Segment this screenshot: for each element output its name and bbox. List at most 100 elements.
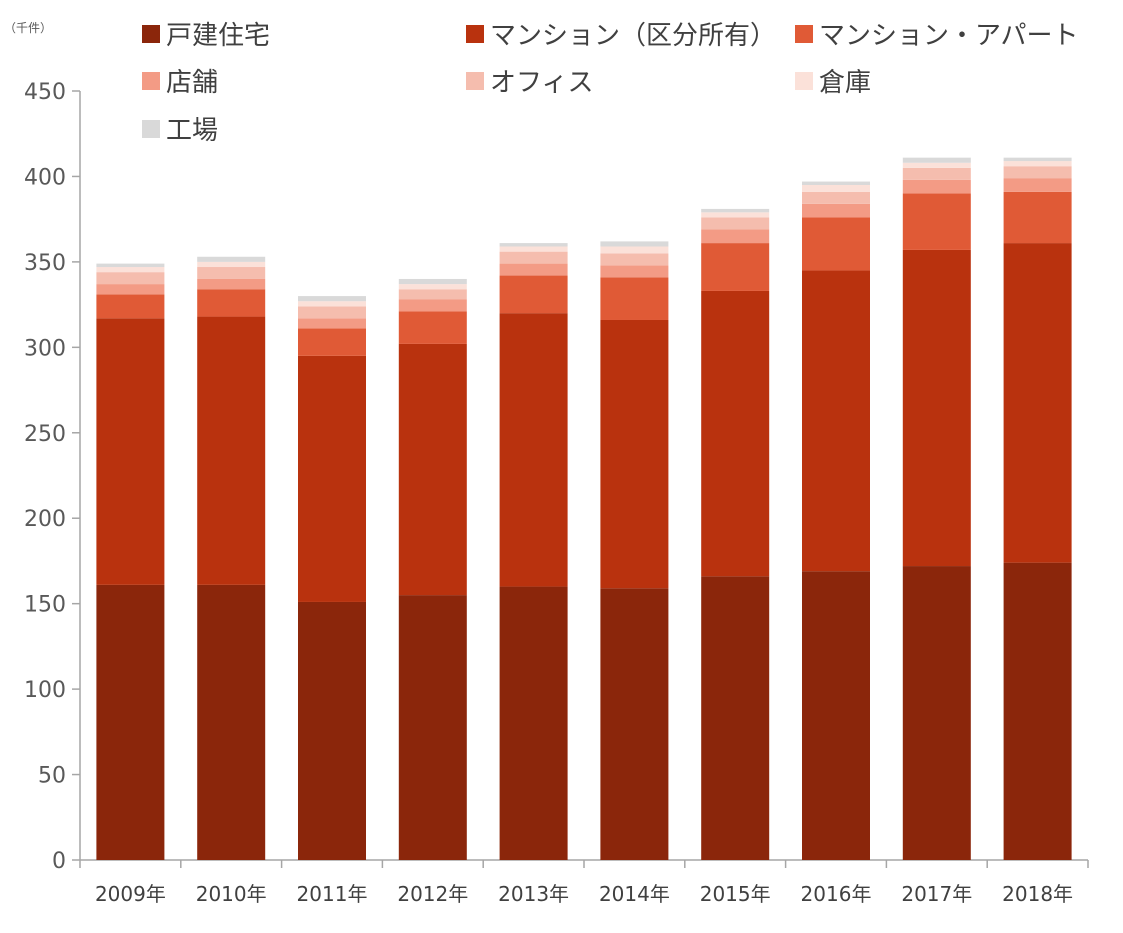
bar-segment: [499, 243, 568, 247]
bar-segment: [197, 256, 266, 262]
bar-segment: [902, 566, 971, 860]
legend-swatch: [142, 72, 160, 90]
bar-segment: [802, 181, 870, 185]
x-tick-label: 2011年: [297, 882, 368, 906]
bar-segment: [197, 316, 266, 585]
bar-segment: [96, 584, 165, 860]
bar-segment: [600, 277, 669, 320]
bar-segment: [96, 263, 165, 268]
bar-segment: [197, 261, 266, 268]
legend-swatch: [142, 120, 160, 138]
y-tick-label: 400: [24, 165, 66, 190]
bar-segment: [298, 355, 366, 602]
bar-stack: [701, 208, 770, 860]
bar-segment: [398, 311, 467, 344]
bar-stack: [298, 296, 366, 860]
bar-segment: [802, 191, 870, 204]
x-tick-label: 2010年: [196, 882, 267, 906]
bar-segment: [701, 243, 770, 291]
bar-segment: [701, 229, 770, 244]
legend-swatch: [795, 72, 813, 90]
legend-label: マンション・アパート: [819, 21, 1078, 51]
x-tick-label: 2017年: [901, 882, 972, 906]
y-tick-label: 350: [24, 251, 66, 276]
bar-segment: [398, 278, 467, 285]
bar-segment: [96, 284, 165, 295]
bar-segment: [1003, 157, 1072, 162]
legend-label: 店舗: [166, 68, 218, 98]
legend-item: マンション・アパート: [795, 21, 1078, 51]
x-tick-label: 2014年: [599, 882, 670, 906]
bar-segment: [499, 313, 568, 587]
bar-segment: [802, 184, 870, 192]
bar-segment: [600, 265, 669, 278]
bar-segment: [802, 203, 870, 218]
bar-segment: [600, 319, 669, 589]
bar-stack: [1003, 157, 1072, 860]
bar-segment: [499, 586, 568, 860]
bar-stack: [600, 241, 669, 860]
bar-segment: [600, 588, 669, 860]
bar-segment: [197, 278, 266, 290]
y-tick-label: 300: [24, 336, 66, 361]
x-tick-label: 2009年: [95, 882, 166, 906]
bar-segment: [298, 601, 366, 860]
bar-segment: [197, 289, 266, 317]
bar-segment: [499, 275, 568, 314]
legend-item: オフィス: [466, 68, 593, 98]
bar-segment: [902, 162, 971, 168]
bar-segment: [701, 212, 770, 218]
bar-segment: [600, 241, 669, 247]
bar-segment: [96, 318, 165, 585]
y-tick-label: 0: [52, 849, 66, 874]
bar-segment: [1003, 243, 1072, 563]
x-tick-label: 2015年: [700, 882, 771, 906]
legend-item: 工場: [142, 116, 218, 146]
legend-item: マンション（区分所有）: [466, 21, 776, 51]
x-tick-label: 2013年: [498, 882, 569, 906]
y-tick-label: 250: [24, 422, 66, 447]
bar-segment: [600, 253, 669, 266]
bar-segment: [298, 306, 366, 319]
bar-segment: [600, 246, 669, 254]
bar-segment: [96, 272, 165, 285]
x-tick-label: 2012年: [397, 882, 468, 906]
legend-item: 戸建住宅: [142, 21, 270, 51]
bar-segment: [802, 270, 870, 572]
bar-segment: [499, 246, 568, 252]
bar-stack: [197, 256, 266, 860]
legend-swatch: [142, 25, 160, 43]
axes: 0 50 100 150 200 250 300 350 400 450 2009年 2010年 201…: [24, 80, 1089, 906]
bar-segment: [701, 208, 770, 213]
legend-swatch: [795, 25, 813, 43]
bar-segment: [398, 289, 467, 300]
bar-segment: [197, 584, 266, 860]
legend-label: マンション（区分所有）: [490, 21, 776, 51]
bar-segment: [902, 157, 971, 163]
legend-item: 倉庫: [795, 68, 871, 98]
legend-label: 倉庫: [819, 68, 871, 98]
bar-segment: [902, 249, 971, 567]
legend-swatch: [466, 25, 484, 43]
bar-segment: [1003, 562, 1072, 860]
bar-stack: [398, 278, 467, 860]
y-tick-label: 150: [24, 593, 66, 618]
y-tick-label: 50: [38, 764, 66, 789]
bar-segment: [499, 263, 568, 276]
bar-stack: [802, 181, 870, 860]
bar-segment: [197, 267, 266, 279]
bar-segment: [398, 299, 467, 312]
bar-segment: [298, 328, 366, 356]
bar-segment: [802, 217, 870, 271]
bar-segment: [298, 296, 366, 302]
y-tick-label: 100: [24, 678, 66, 703]
y-tick-label: 450: [24, 80, 66, 105]
bar-stack: [499, 243, 568, 860]
bar-stack: [96, 263, 165, 860]
legend-label: 工場: [166, 116, 218, 146]
legend-label: オフィス: [490, 68, 593, 98]
bar-segment: [902, 193, 971, 250]
bar-segment: [1003, 178, 1072, 192]
